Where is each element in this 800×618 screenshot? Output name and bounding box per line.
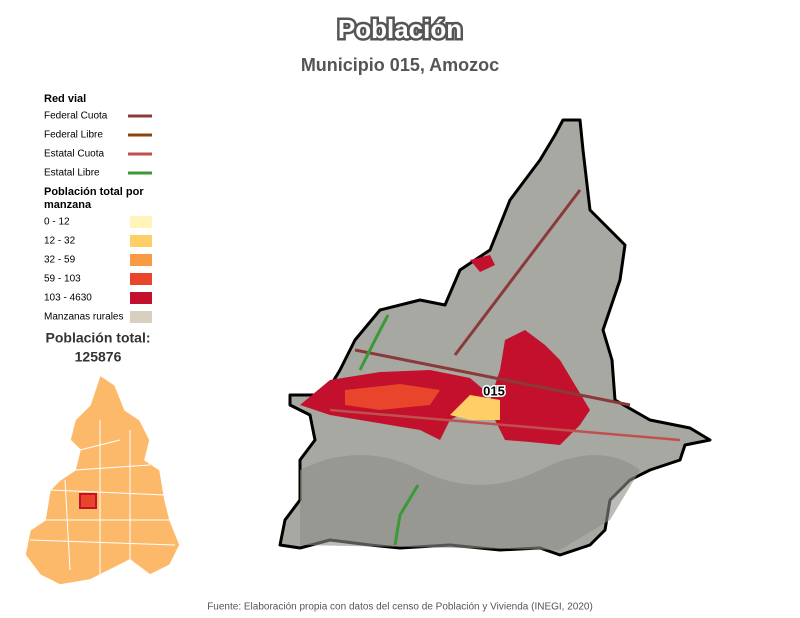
legend-class-label: 103 - 4630	[44, 293, 92, 304]
legend-roads-title: Red vial	[44, 93, 86, 105]
legend-class-swatch	[130, 273, 152, 285]
road-estatal-libre	[393, 484, 420, 546]
legend-class-label: 12 - 32	[44, 236, 76, 247]
urban-area	[345, 384, 440, 410]
legend-population-title: Población total por manzana	[44, 186, 144, 211]
state-shape	[24, 373, 181, 586]
source: Fuente: Elaboración propia con datos del…	[207, 602, 593, 613]
municipality-map: 015	[278, 118, 712, 557]
legend-road-label: Federal Libre	[44, 130, 103, 141]
road-estatal-cuota	[329, 408, 681, 442]
legend-classes: 0 - 12 12 - 32 32 - 59 59 - 103 103 - 4630 Ma…	[44, 216, 152, 323]
state-inset	[24, 373, 181, 586]
urban-area	[470, 255, 495, 272]
legend-class-label: 32 - 59	[44, 255, 76, 266]
road-federal-cuota	[453, 189, 582, 356]
state-borders	[29, 420, 176, 580]
legend-class-label: 0 - 12	[44, 217, 70, 228]
subtitle: Municipio 015, Amozoc	[301, 55, 499, 75]
legend-class-swatch	[130, 292, 152, 304]
legend-class-swatch	[130, 311, 152, 323]
legend-road-label: Estatal Cuota	[44, 149, 104, 160]
legend-road-label: Federal Cuota	[44, 111, 108, 122]
urban-area	[450, 395, 500, 420]
legend-class-label: Manzanas rurales	[44, 312, 123, 323]
title: Población	[338, 14, 462, 44]
total-label: Población total:	[46, 330, 151, 346]
municipality-boundary	[278, 118, 712, 557]
legend-class-swatch	[130, 235, 152, 247]
legend-class-label: 59 - 103	[44, 274, 81, 285]
relief	[300, 455, 640, 550]
municipality-locator	[79, 493, 97, 509]
total-value: 125876	[75, 349, 122, 365]
legend-class-swatch	[130, 254, 152, 266]
road-estatal-libre	[358, 314, 390, 371]
municipality-label: 015	[483, 383, 505, 398]
legend-class-swatch	[130, 216, 152, 228]
legend-roads: Federal Cuota Federal Libre Estatal Cuota E…	[44, 111, 152, 179]
road-federal-cuota	[354, 348, 631, 407]
legend-road-label: Estatal Libre	[44, 168, 100, 179]
